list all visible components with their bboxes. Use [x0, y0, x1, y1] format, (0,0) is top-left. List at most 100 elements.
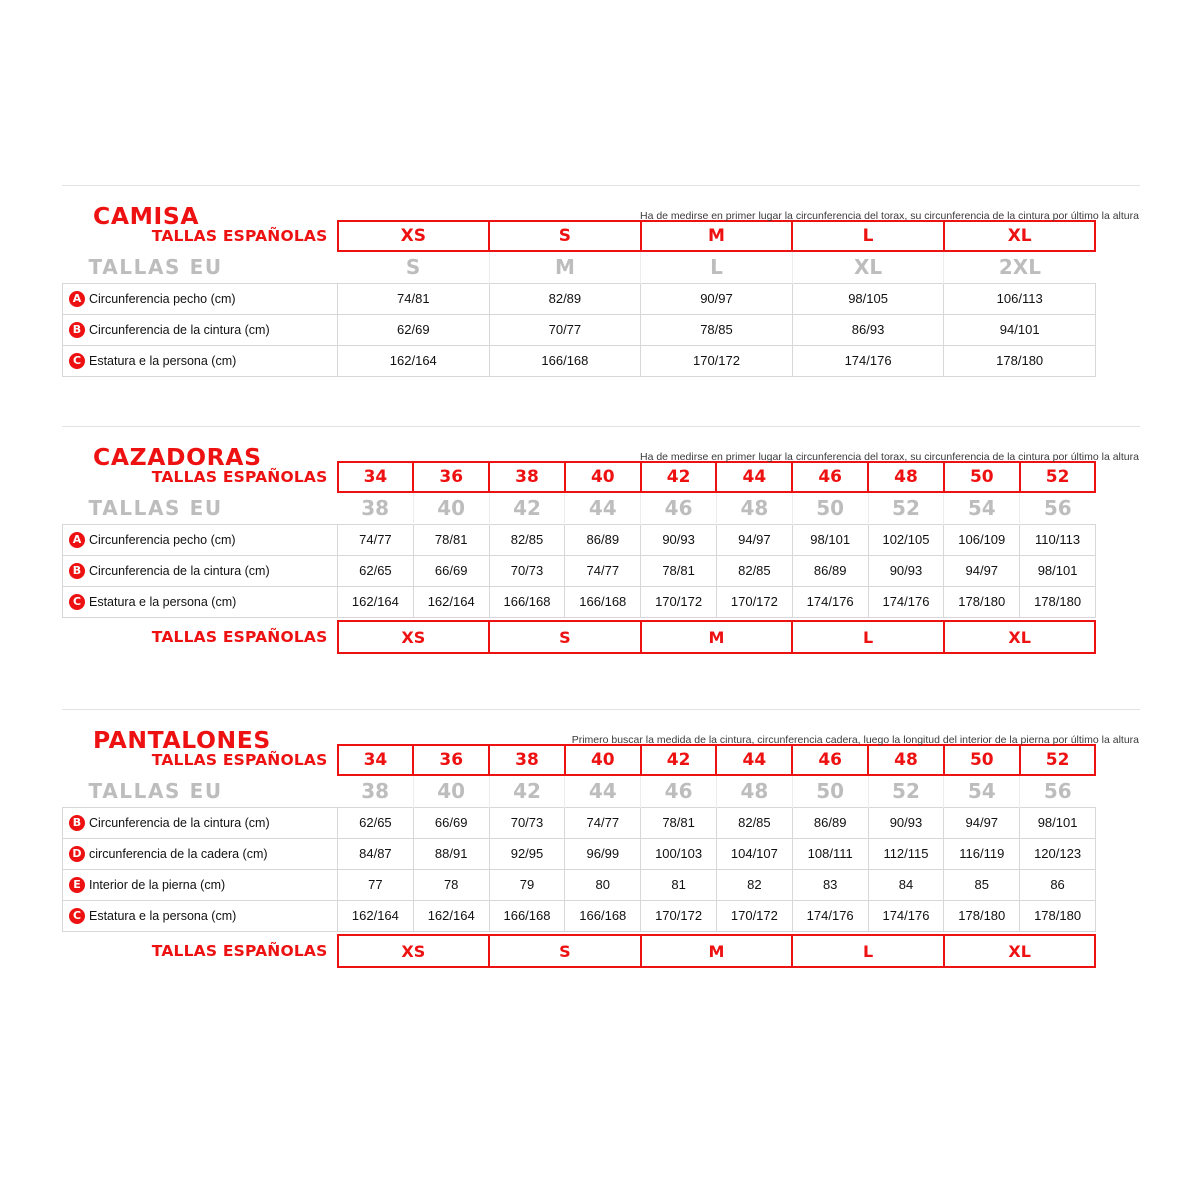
measurement-value: 83 [791, 868, 869, 901]
spanish-size-cell[interactable]: M [639, 220, 794, 252]
badge-c-icon: C [69, 907, 85, 924]
row-eu-sizes: TALLAS EU 38 40 42 44 46 48 50 52 54 56 [63, 492, 1096, 524]
row-size-mapping: TALLAS ESPAÑOLAS XS S M L XL [63, 934, 1097, 968]
measurement-label: D circunferencia de la cadera (cm) [62, 837, 338, 870]
badge-b-icon: B [69, 321, 85, 338]
mapping-size-cell[interactable]: XS [336, 934, 491, 968]
row-size-mapping: TALLAS ESPAÑOLAS XS S M L XL [63, 620, 1097, 654]
spanish-size-cell[interactable]: 36 [412, 461, 491, 493]
measurement-value: 90/93 [867, 806, 945, 839]
measurement-value: 78/81 [412, 523, 490, 556]
spanish-size-cell[interactable]: 52 [1018, 744, 1097, 776]
spanish-size-cell[interactable]: 44 [715, 461, 794, 493]
spanish-size-cell[interactable]: L [791, 220, 945, 252]
measurement-value: 162/164 [337, 585, 414, 618]
spanish-size-cell[interactable]: 38 [488, 461, 566, 493]
mapping-size-cell[interactable]: L [791, 934, 945, 968]
spanish-size-cell[interactable]: 52 [1018, 461, 1097, 493]
mapping-size-cell[interactable]: S [488, 934, 642, 968]
table-row: B Circunferencia de la cintura (cm) 62/6… [62, 313, 1096, 346]
measurement-label-text: Estatura e la persona (cm) [89, 908, 237, 923]
eu-size-cell: 38 [337, 775, 414, 807]
eu-size-cell: 54 [943, 492, 1020, 524]
measurement-value: 174/176 [791, 585, 869, 618]
measurement-value: 78 [412, 868, 490, 901]
measurement-value: 102/105 [867, 523, 945, 556]
mapping-size-cell[interactable]: M [639, 620, 794, 654]
measurement-value: 178/180 [1019, 899, 1096, 932]
eu-size-cell: 50 [791, 492, 869, 524]
spanish-size-cell[interactable]: 42 [639, 744, 718, 776]
measurement-value: 77 [337, 868, 414, 901]
spanish-size-cell[interactable]: 34 [336, 744, 415, 776]
eu-size-cell: 42 [488, 775, 565, 807]
table-row: C Estatura e la persona (cm) 162/164 166… [62, 344, 1096, 377]
eu-size-cell: 48 [715, 775, 793, 807]
badge-d-icon: D [69, 845, 85, 862]
spanish-size-cell[interactable]: 50 [942, 744, 1021, 776]
spanish-size-cell[interactable]: 38 [488, 744, 566, 776]
spanish-size-cell[interactable]: 42 [639, 461, 718, 493]
measurement-label: B Circunferencia de la cintura (cm) [62, 554, 338, 587]
label-spanish-sizes: TALLAS ESPAÑOLAS [151, 227, 328, 245]
mapping-size-cell[interactable]: XS [336, 620, 491, 654]
measurement-value: 174/176 [867, 899, 945, 932]
spanish-size-cell[interactable]: 40 [563, 744, 642, 776]
table-row: B Circunferencia de la cintura (cm) 62/6… [62, 554, 1096, 587]
measurement-label: B Circunferencia de la cintura (cm) [62, 313, 338, 346]
mapping-size-cell[interactable]: XL [942, 620, 1097, 654]
divider-middle [62, 426, 1140, 427]
measurement-value: 74/77 [564, 554, 642, 587]
label-spanish-sizes: TALLAS ESPAÑOLAS [151, 751, 328, 769]
measurement-label: B Circunferencia de la cintura (cm) [62, 806, 338, 839]
measurement-value: 90/97 [640, 282, 793, 315]
section-header-camisa: CAMISA Ha de medirse en primer lugar la … [62, 186, 1140, 230]
spanish-size-cell[interactable]: 48 [867, 461, 945, 493]
measurement-value: 70/73 [488, 806, 566, 839]
row-spanish-sizes: TALLAS ESPAÑOLAS 34 36 38 40 42 44 46 48… [63, 461, 1097, 493]
table-row: B Circunferencia de la cintura (cm) 62/6… [62, 806, 1096, 839]
measurement-value: 98/105 [791, 282, 945, 315]
measurement-value: 108/111 [791, 837, 869, 870]
measurement-value: 116/119 [943, 837, 1021, 870]
spanish-size-cell[interactable]: XL [942, 220, 1097, 252]
measurement-value: 174/176 [867, 585, 945, 618]
measurement-value: 106/109 [943, 523, 1021, 556]
section-header-pantalones: PANTALONES Primero buscar la medida de l… [62, 710, 1140, 754]
spanish-size-cell[interactable]: 40 [563, 461, 642, 493]
measurement-label-text: Circunferencia pecho (cm) [89, 291, 236, 306]
measurement-value: 62/65 [337, 554, 414, 587]
mapping-size-cell[interactable]: XL [942, 934, 1097, 968]
measurement-value: 170/172 [640, 344, 793, 377]
eu-size-cell: 40 [412, 492, 490, 524]
table-row: C Estatura e la persona (cm) 162/164 162… [62, 585, 1096, 618]
eu-size-cell: 44 [564, 492, 641, 524]
spanish-size-cell[interactable]: 44 [715, 744, 794, 776]
spanish-size-cell[interactable]: XS [336, 220, 491, 252]
measurement-value: 74/77 [337, 523, 414, 556]
measurement-label: C Estatura e la persona (cm) [62, 344, 338, 377]
spanish-size-cell[interactable]: 46 [791, 744, 870, 776]
measurement-value: 162/164 [337, 344, 490, 377]
mapping-size-cell[interactable]: M [639, 934, 794, 968]
spanish-size-cell[interactable]: 36 [412, 744, 491, 776]
spanish-size-cell[interactable]: 34 [336, 461, 415, 493]
mapping-size-cell[interactable]: S [488, 620, 642, 654]
measurement-value: 94/97 [943, 554, 1021, 587]
table-camisa: TALLAS ESPAÑOLAS XS S M L XL TALLAS EU S… [62, 220, 1097, 377]
eu-size-cell: 52 [867, 492, 944, 524]
section-pantalones: PANTALONES Primero buscar la medida de l… [62, 710, 1140, 968]
measurement-value: 166/168 [488, 585, 566, 618]
measurement-value: 112/115 [867, 837, 945, 870]
spanish-size-cell[interactable]: 46 [791, 461, 870, 493]
measurement-value: 166/168 [564, 899, 642, 932]
mapping-size-cell[interactable]: L [791, 620, 945, 654]
measurement-value: 84 [867, 868, 945, 901]
badge-e-icon: E [69, 876, 85, 893]
eu-size-cell: 2XL [943, 251, 1096, 283]
spanish-size-cell[interactable]: S [488, 220, 642, 252]
measurement-value: 82/85 [488, 523, 566, 556]
spanish-size-cell[interactable]: 48 [867, 744, 945, 776]
section-title-pantalones: PANTALONES [93, 728, 271, 754]
spanish-size-cell[interactable]: 50 [942, 461, 1021, 493]
